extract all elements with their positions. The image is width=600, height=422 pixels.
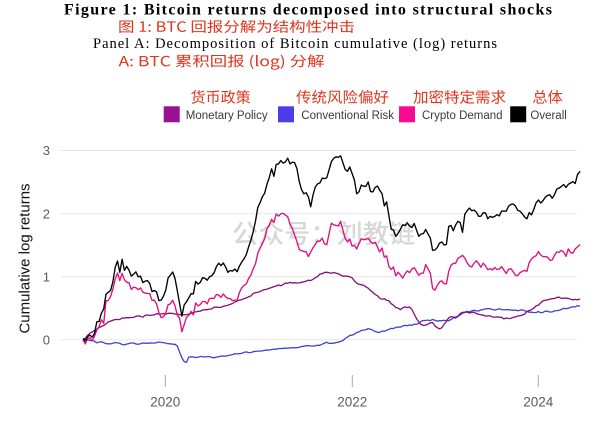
svg-text:Cumulative log returns: Cumulative log returns [17,183,34,333]
svg-text:1: 1 [43,269,50,284]
svg-text:Overall: Overall [530,110,566,122]
svg-text:3: 3 [43,143,50,158]
svg-text:Crypto Demand: Crypto Demand [422,110,503,122]
svg-text:2: 2 [43,206,50,221]
svg-text:2024: 2024 [523,395,554,410]
svg-text:Panel A: Decomposition of Bitc: Panel A: Decomposition of Bitcoin cumula… [93,36,497,52]
svg-text:Conventional Risk: Conventional Risk [301,110,394,122]
svg-text:0: 0 [43,333,50,348]
svg-text:Monetary Policy: Monetary Policy [186,110,268,122]
svg-text:2022: 2022 [337,395,367,410]
svg-text:2020: 2020 [150,395,180,410]
